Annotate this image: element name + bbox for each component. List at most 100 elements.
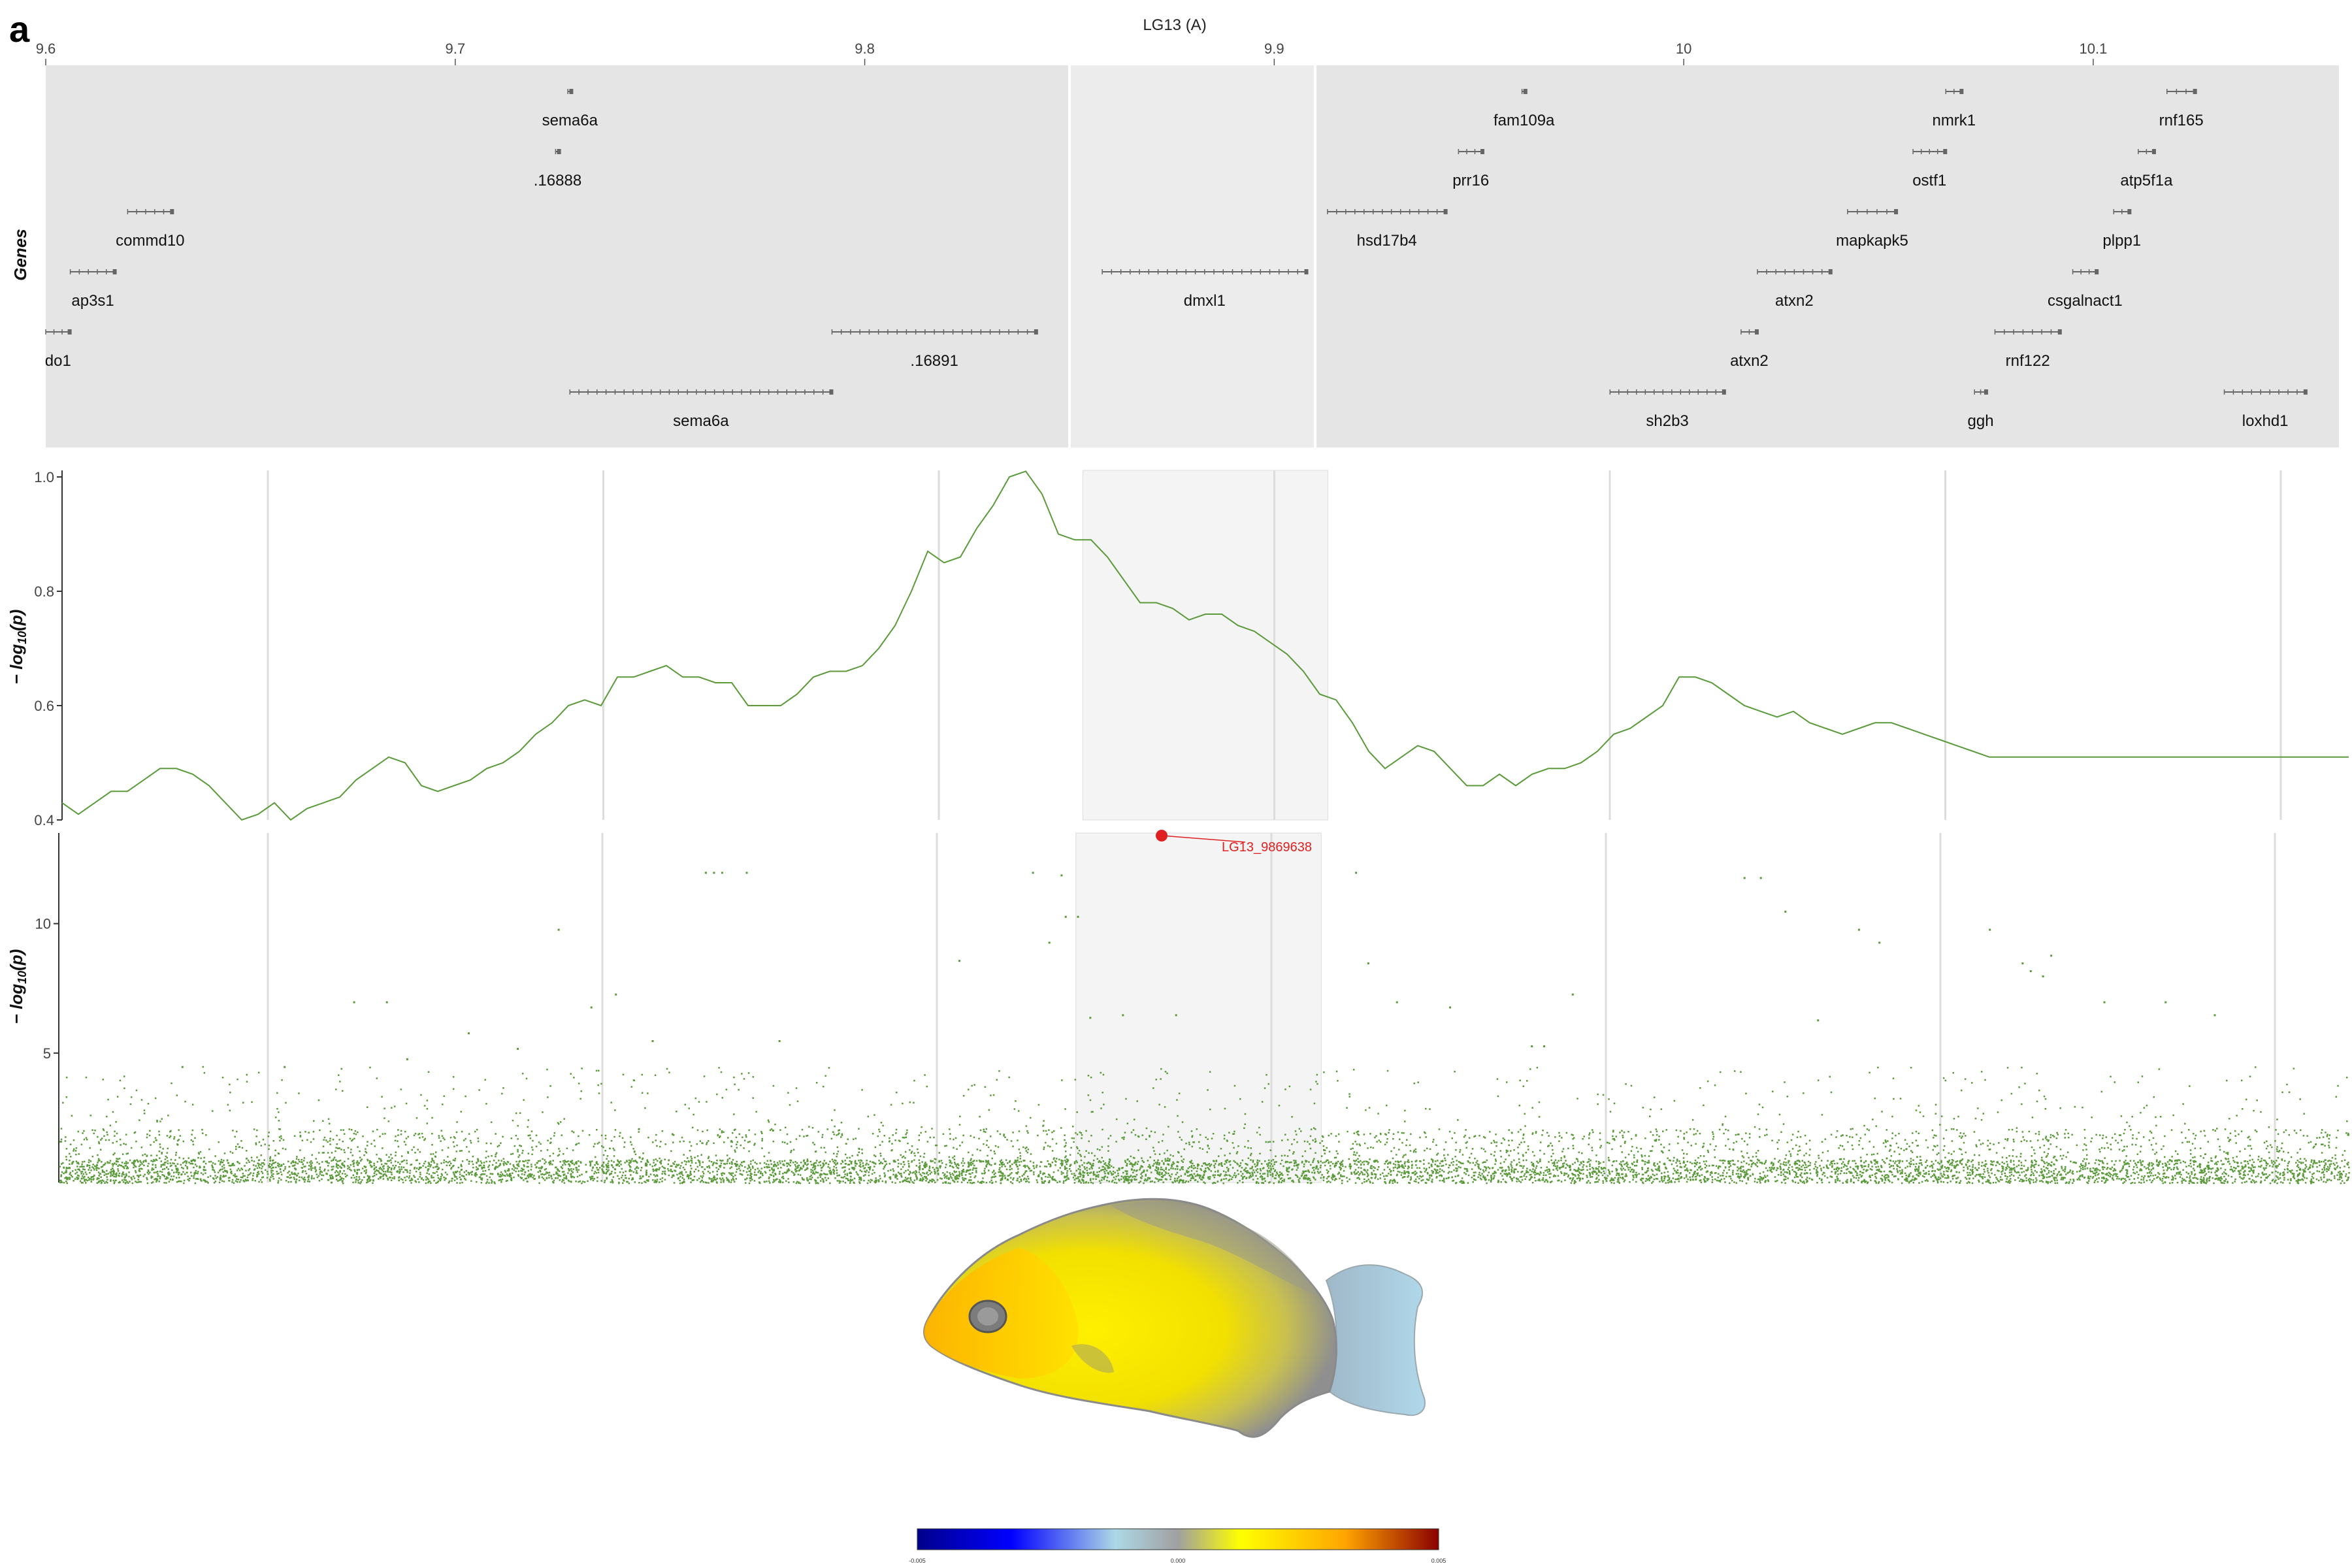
scatter-point xyxy=(1009,1177,1012,1179)
scatter-point xyxy=(1975,1144,1977,1146)
scatter-point xyxy=(1536,1066,1539,1069)
scatter-point xyxy=(659,1181,661,1183)
scatter-point xyxy=(972,1169,974,1171)
scatter-point xyxy=(900,1176,903,1178)
scatter-point xyxy=(2254,1166,2256,1168)
scatter-point xyxy=(410,1177,413,1180)
gene-feature: atxn2 xyxy=(1757,269,1833,310)
scatter-point xyxy=(629,1165,631,1167)
gene-feature: fam109a xyxy=(1494,89,1555,129)
scatter-point xyxy=(938,1161,940,1163)
scatter-point xyxy=(105,1181,107,1183)
scatter-point xyxy=(973,1176,976,1179)
scatter-point xyxy=(833,1170,836,1172)
scatter-point xyxy=(331,1175,334,1178)
scatter-point xyxy=(359,1150,361,1152)
scatter-point xyxy=(1667,1175,1669,1177)
scatter-point xyxy=(1415,1164,1417,1166)
scatter-point xyxy=(163,1182,165,1184)
scatter-point xyxy=(255,1143,257,1145)
scatter-point xyxy=(1233,1147,1235,1149)
gene-label: sh2b3 xyxy=(1646,412,1688,430)
gene-track-background-right xyxy=(1316,65,2339,448)
gene-label: sema6a xyxy=(542,112,598,129)
scatter-point xyxy=(676,1111,678,1113)
scatter-point xyxy=(567,1160,569,1162)
scatter-point xyxy=(2223,1182,2225,1184)
scatter-point xyxy=(2100,1090,2102,1093)
scatter-point xyxy=(224,1170,227,1173)
scatter-point xyxy=(1324,1152,1326,1154)
scatter-point xyxy=(1356,1143,1358,1145)
scatter-point xyxy=(323,1136,326,1139)
scatter-point xyxy=(2029,1181,2031,1183)
scatter-point xyxy=(2103,1166,2106,1169)
scatter-point xyxy=(1676,1169,1679,1171)
scatter-point xyxy=(2025,1160,2027,1162)
scatter-point xyxy=(1388,1173,1390,1175)
scatter-point xyxy=(1946,1182,1949,1184)
scatter-point xyxy=(1707,1149,1709,1152)
scatter-point xyxy=(2057,1134,2059,1135)
gene-label: ggh xyxy=(1968,412,1994,430)
scatter-point xyxy=(459,1178,462,1181)
scatter-point xyxy=(2185,1171,2187,1173)
gene-label: rnf165 xyxy=(2159,112,2204,129)
scatter-point xyxy=(2031,1164,2033,1166)
scatter-point xyxy=(2041,1170,2043,1172)
gene-end-marker xyxy=(1034,329,1038,335)
scatter-point xyxy=(472,1166,474,1169)
scatter-point xyxy=(333,1166,335,1168)
scatter-point xyxy=(838,1130,840,1132)
scatter-point xyxy=(1517,1178,1519,1181)
scatter-point xyxy=(2275,1129,2277,1131)
scatter-point xyxy=(1780,1166,1782,1168)
scatter-point xyxy=(1912,1142,1914,1144)
scatter-point xyxy=(537,1171,539,1173)
scatter-point xyxy=(438,1137,440,1139)
scatter-point xyxy=(1914,1166,1917,1168)
scatter-point xyxy=(382,1166,384,1168)
scatter-point xyxy=(583,1181,586,1183)
scatter-point xyxy=(1998,1181,2001,1183)
scatter-point xyxy=(135,1140,137,1143)
scatter-point xyxy=(2199,1178,2202,1181)
scatter-point xyxy=(983,1130,985,1133)
scatter-point xyxy=(112,1174,114,1177)
scatter-point xyxy=(690,1156,692,1158)
scatter-point xyxy=(373,1164,375,1167)
scatter-point xyxy=(2325,1162,2327,1164)
scatter-point xyxy=(2305,1160,2307,1162)
scatter-point xyxy=(1321,1140,1324,1142)
scatter-point xyxy=(1860,1164,1862,1167)
scatter-point xyxy=(146,1171,149,1173)
scatter-point xyxy=(1277,1174,1280,1177)
scatter-point xyxy=(571,1162,573,1164)
scatter-point xyxy=(83,1130,85,1132)
scatter-point xyxy=(1273,1182,1275,1184)
scatter-point xyxy=(1899,1160,1901,1163)
scatter-point xyxy=(1315,1128,1316,1130)
scatter-point xyxy=(605,1173,608,1175)
scatter-point xyxy=(1686,1160,1688,1163)
scatter-point xyxy=(1246,1170,1248,1172)
scatter-point xyxy=(849,1156,851,1159)
scatter-point xyxy=(563,1182,566,1184)
scatter-point xyxy=(475,1166,478,1168)
scatter-point xyxy=(1984,1079,1986,1081)
scatter-point xyxy=(498,1160,500,1162)
scatter-point xyxy=(2142,1136,2145,1138)
scatter-point xyxy=(1172,1163,1174,1166)
scatter-point xyxy=(1386,1104,1388,1107)
scatter-point xyxy=(1379,1141,1382,1143)
scatter-point xyxy=(1135,1173,1138,1176)
scatter-point xyxy=(962,1177,964,1179)
scatter-point xyxy=(1625,1162,1627,1165)
scatter-point xyxy=(74,1173,76,1175)
scatter-point xyxy=(122,1153,124,1155)
scatter-point xyxy=(1335,1156,1337,1158)
scatter-point xyxy=(1669,1177,1671,1179)
scatter-point xyxy=(427,1181,429,1184)
scatter-point xyxy=(855,1137,857,1139)
scatter-point xyxy=(2104,1157,2106,1159)
